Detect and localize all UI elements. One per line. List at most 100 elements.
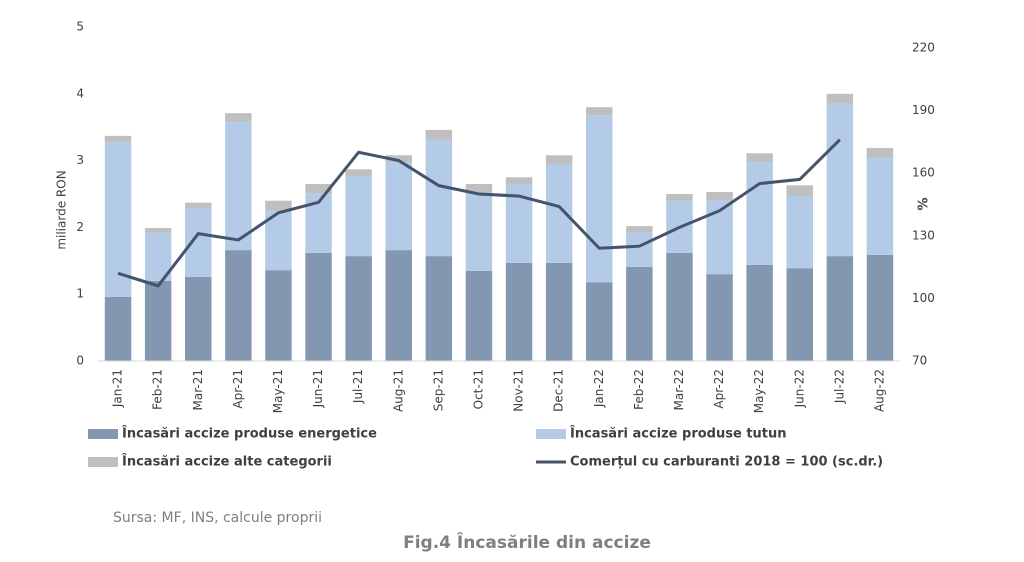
bar-segment [104, 296, 132, 361]
x-tick-label: Apr-21 [231, 369, 245, 409]
bar-segment [746, 153, 773, 162]
line-series [117, 138, 841, 288]
x-tick-label: Jan-22 [592, 369, 606, 408]
bar-segment [746, 264, 773, 361]
bar-segment [305, 252, 332, 361]
bar-segment [586, 282, 613, 361]
bar-segment [545, 163, 573, 263]
bar-segment [586, 107, 613, 116]
bar-segment [345, 175, 372, 257]
y2-tick-label: 190 [912, 103, 935, 117]
bar-segment [104, 135, 132, 142]
bar-segment [826, 93, 854, 104]
bar-segment [866, 157, 894, 255]
x-tick-label: Jun-22 [792, 369, 806, 408]
y2-axis-label: % [917, 197, 932, 210]
x-tick-label: Nov-21 [512, 369, 526, 412]
y-tick-label: 1 [76, 287, 84, 301]
bar-segment [144, 228, 172, 233]
bar-segment [545, 155, 573, 164]
bar-segment [225, 250, 252, 361]
y-tick-label: 2 [76, 220, 84, 234]
x-tick-label: Mar-22 [672, 369, 686, 410]
bar-segment [545, 262, 573, 361]
bar-segment [385, 161, 412, 251]
bar-segment [826, 103, 854, 257]
bar-segment [786, 196, 813, 269]
bar-segment [265, 200, 292, 211]
x-tick-label: Sep-21 [431, 369, 445, 411]
bar-segment [425, 256, 453, 361]
x-tick-label: Aug-22 [872, 369, 886, 412]
bar-segment [465, 270, 493, 361]
legend-swatch [88, 429, 118, 439]
x-tick-label: Feb-22 [632, 369, 646, 410]
legend-swatch [88, 457, 118, 467]
bar-segment [626, 226, 653, 233]
bar-segment [666, 252, 693, 361]
x-tick-label: Jul-21 [351, 369, 365, 404]
bar-segment [626, 266, 653, 361]
y-tick-label: 3 [76, 153, 84, 167]
bar-segment [505, 262, 533, 361]
x-tick-label: Apr-22 [712, 369, 726, 409]
y2-tick-label: 100 [912, 291, 935, 305]
chart-title: Fig.4 Încasările din accize [403, 531, 651, 553]
bar-segment [706, 274, 733, 361]
bar-segment [185, 202, 212, 209]
bar-segment [425, 129, 453, 140]
bar-segment [425, 139, 453, 257]
y2-tick-label: 70 [912, 354, 927, 368]
x-tick-label: Jul-22 [832, 369, 846, 404]
bar-segment [104, 141, 132, 297]
legend-label: Încasări accize produse energetice [122, 426, 377, 442]
bar-segment [345, 169, 372, 176]
x-tick-label: Oct-21 [471, 369, 485, 409]
x-tick-label: Jun-21 [311, 369, 325, 408]
x-tick-label: May-22 [752, 369, 766, 413]
bar-segment [385, 155, 412, 162]
bar-segment [225, 121, 252, 251]
bar-segment [265, 210, 292, 271]
bar-segment [185, 276, 212, 361]
bar-segment [746, 161, 773, 265]
bar-segment [786, 185, 813, 197]
bar-segment [265, 270, 292, 361]
bar-segment [144, 280, 172, 361]
x-tick-label: Jan-21 [111, 369, 125, 408]
x-tick-label: Mar-21 [191, 369, 205, 410]
bar-segment [465, 183, 493, 194]
y2-tick-label: 160 [912, 166, 935, 180]
legend-label: Încasări accize alte categorii [122, 454, 332, 470]
bar-segment [225, 113, 252, 122]
bar-segment [706, 191, 733, 201]
y2-tick-label: 130 [912, 228, 935, 242]
bar-segment [666, 194, 693, 201]
bar-segment [626, 232, 653, 267]
bar-segment [305, 183, 332, 194]
x-tick-label: Aug-21 [391, 369, 405, 412]
y2-tick-label: 220 [912, 40, 935, 54]
bar-segment [586, 115, 613, 283]
x-tick-label: May-21 [271, 369, 285, 413]
legend-label: Încasări accize produse tutun [570, 426, 787, 442]
y-tick-label: 0 [76, 354, 84, 368]
bar-segment [505, 177, 533, 184]
bar-segment [866, 254, 894, 361]
y-axis-label: miliarde RON [55, 170, 69, 249]
bar-segment [826, 256, 854, 361]
bar-segment [465, 193, 493, 271]
source: Sursa: MF, INS, calcule proprii [113, 510, 322, 526]
bar-segment [385, 250, 412, 361]
y-tick-label: 5 [76, 20, 84, 34]
legend-label: Comerțul cu carburanti 2018 = 100 (sc.dr… [570, 455, 883, 470]
bar-segment [786, 268, 813, 361]
y-tick-label: 4 [76, 86, 84, 100]
x-tick-label: Feb-21 [151, 369, 165, 410]
legend-swatch [536, 429, 566, 439]
bar-segment [345, 256, 372, 361]
bar-segment [185, 208, 212, 277]
bar-segment [866, 147, 894, 158]
x-tick-label: Dec-21 [552, 369, 566, 412]
